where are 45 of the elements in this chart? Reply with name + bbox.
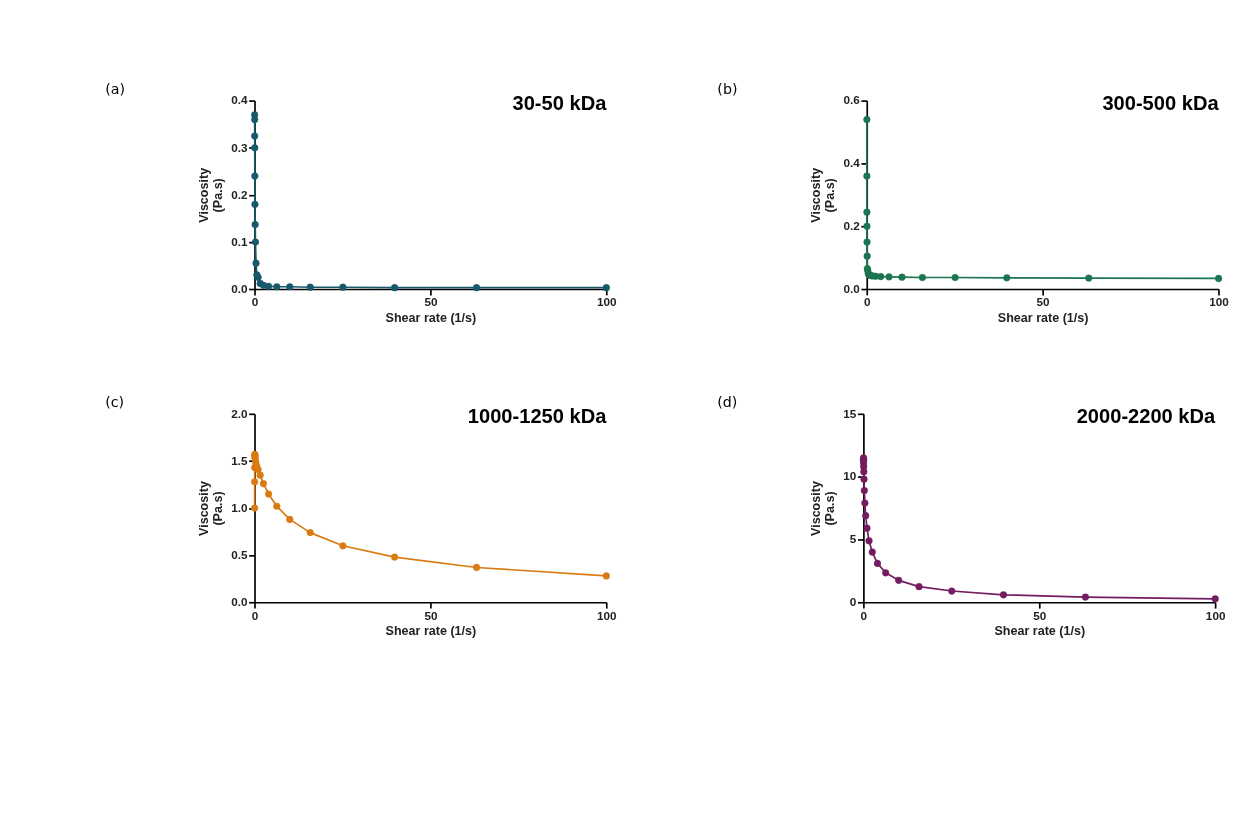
x-tick-label: 50	[424, 608, 438, 622]
x-tick-label: 0	[251, 608, 259, 622]
x-axis-title: Shear rate (1/s)	[385, 311, 477, 326]
x-tick-label: 50	[424, 295, 438, 309]
x-tick-label: 100	[596, 295, 618, 309]
y-axis-title: Viscosity (Pa.s)	[808, 481, 838, 536]
chart-title: 300-500 kDa	[1102, 91, 1220, 114]
y-tick-label: 15	[843, 406, 857, 420]
y-tick-label: 0.4	[843, 156, 861, 170]
chart-title: 2000-2200 kDa	[1076, 405, 1217, 428]
y-tick-label: 0.0	[231, 595, 248, 609]
x-axis-title: Shear rate (1/s)	[385, 624, 477, 639]
x-axis-title: Shear rate (1/s)	[994, 624, 1086, 639]
y-axis-title: Viscosity (Pa.s)	[196, 167, 225, 223]
text: (a)	[105, 80, 125, 97]
y-tick-label: 0.3	[231, 140, 248, 154]
x-tick-label: 100	[596, 608, 618, 622]
x-tick-label: 0	[863, 295, 871, 309]
x-tick-label: 50	[1033, 608, 1047, 622]
y-axis-title: Viscosity (Pa.s)	[196, 481, 225, 536]
x-tick-label: 0	[251, 295, 259, 309]
y-tick-label: 5	[849, 532, 857, 546]
text: (c)	[105, 394, 125, 411]
y-tick-label: 10	[843, 469, 857, 483]
y-tick-label: 0.0	[231, 281, 248, 295]
y-tick-label: 1.5	[231, 453, 248, 467]
y-tick-label: 2.0	[231, 406, 248, 420]
y-tick-label: 0.4	[231, 93, 248, 107]
y-tick-label: 0.0	[843, 281, 861, 295]
y-tick-label: 0.6	[843, 93, 861, 107]
chart-title: 1000-1250 kDa	[467, 405, 608, 428]
x-tick-label: 50	[1036, 295, 1051, 309]
y-tick-label: 0.2	[231, 187, 248, 201]
y-tick-label: 1.0	[231, 500, 248, 514]
x-tick-label: 100	[1205, 608, 1226, 622]
y-tick-label: 0.2	[843, 219, 861, 233]
text: (b)	[717, 80, 738, 97]
y-tick-label: 0.1	[231, 234, 248, 248]
y-axis-title: Viscosity (Pa.s)	[808, 167, 838, 223]
text: (d)	[717, 394, 738, 411]
chart-title: 30-50 kDa	[512, 91, 608, 114]
y-tick-label: 0.5	[231, 547, 248, 561]
x-tick-label: 100	[1209, 295, 1230, 309]
y-tick-label: 0	[849, 595, 857, 609]
x-axis-title: Shear rate (1/s)	[997, 311, 1089, 326]
